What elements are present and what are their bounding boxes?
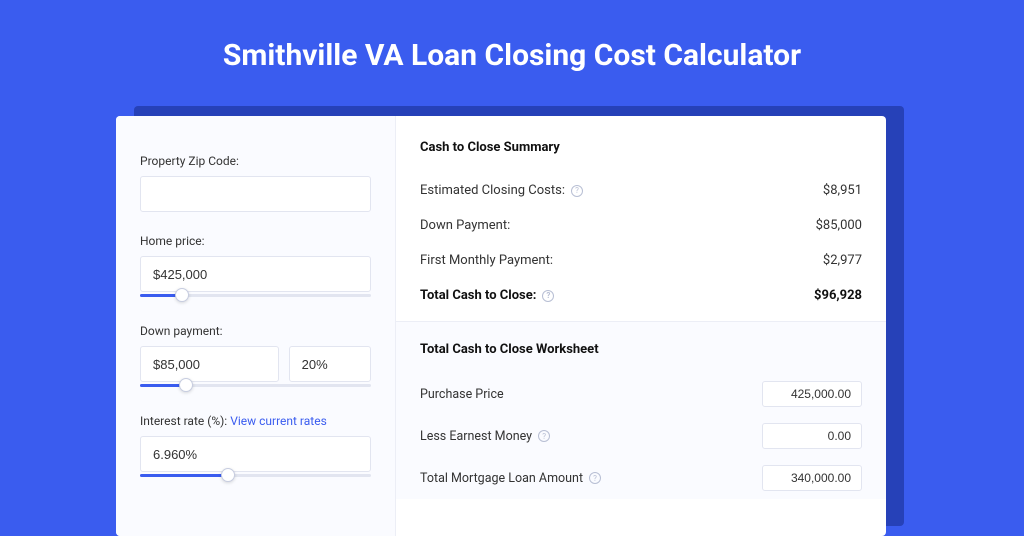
worksheet-row-label: Total Mortgage Loan Amount? — [420, 471, 601, 486]
help-icon[interactable]: ? — [542, 290, 554, 302]
down-payment-label: Down payment: — [140, 324, 371, 338]
summary-row-value: $85,000 — [816, 218, 862, 233]
calculator-card: Property Zip Code: Home price: Down paym… — [116, 116, 886, 536]
interest-input[interactable] — [140, 436, 371, 472]
worksheet-value-input[interactable] — [762, 381, 862, 407]
down-payment-slider[interactable] — [140, 380, 371, 392]
worksheet-label-text: Total Mortgage Loan Amount — [420, 471, 583, 486]
summary-label-text: Total Cash to Close: — [420, 288, 536, 303]
summary-row: Total Cash to Close:? $96,928 — [420, 278, 862, 313]
worksheet-value-input[interactable] — [762, 465, 862, 491]
worksheet-row-label: Purchase Price — [420, 387, 504, 402]
worksheet-section: Total Cash to Close Worksheet Purchase P… — [396, 322, 886, 499]
summary-row-label: First Monthly Payment: — [420, 253, 553, 268]
interest-field: Interest rate (%): View current rates — [140, 414, 371, 482]
worksheet-row: Total Mortgage Loan Amount? — [420, 457, 862, 499]
home-price-label: Home price: — [140, 234, 371, 248]
down-payment-input[interactable] — [140, 346, 279, 382]
worksheet-row: Less Earnest Money? — [420, 415, 862, 457]
interest-label-text: Interest rate (%): — [140, 414, 227, 428]
view-rates-link[interactable]: View current rates — [230, 414, 327, 428]
summary-title: Cash to Close Summary — [420, 140, 862, 155]
worksheet-title: Total Cash to Close Worksheet — [420, 342, 862, 357]
worksheet-row: Purchase Price — [420, 373, 862, 415]
summary-row: Estimated Closing Costs:? $8,951 — [420, 173, 862, 208]
summary-row-value: $2,977 — [823, 253, 862, 268]
slider-thumb[interactable] — [221, 468, 235, 482]
home-price-input[interactable] — [140, 256, 371, 292]
help-icon[interactable]: ? — [589, 472, 601, 484]
worksheet-row-label: Less Earnest Money? — [420, 429, 550, 444]
summary-label-text: Estimated Closing Costs: — [420, 183, 565, 198]
inputs-panel: Property Zip Code: Home price: Down paym… — [116, 116, 396, 536]
down-payment-pct-input[interactable] — [289, 346, 371, 382]
worksheet-label-text: Less Earnest Money — [420, 429, 532, 444]
summary-row-label: Total Cash to Close:? — [420, 288, 554, 303]
summary-row-value: $8,951 — [823, 183, 862, 198]
zip-field: Property Zip Code: — [140, 154, 371, 212]
summary-row-value: $96,928 — [814, 288, 862, 303]
interest-slider[interactable] — [140, 470, 371, 482]
summary-label-text: Down Payment: — [420, 218, 510, 233]
home-price-slider[interactable] — [140, 290, 371, 302]
interest-label: Interest rate (%): View current rates — [140, 414, 371, 428]
slider-thumb[interactable] — [179, 378, 193, 392]
home-price-field: Home price: — [140, 234, 371, 302]
down-payment-field: Down payment: — [140, 324, 371, 392]
worksheet-label-text: Purchase Price — [420, 387, 504, 402]
zip-label: Property Zip Code: — [140, 154, 371, 168]
summary-label-text: First Monthly Payment: — [420, 253, 553, 268]
summary-row: First Monthly Payment: $2,977 — [420, 243, 862, 278]
slider-fill — [140, 474, 228, 477]
zip-input[interactable] — [140, 176, 371, 212]
summary-row-label: Down Payment: — [420, 218, 510, 233]
help-icon[interactable]: ? — [571, 185, 583, 197]
slider-thumb[interactable] — [175, 288, 189, 302]
page-title: Smithville VA Loan Closing Cost Calculat… — [0, 0, 1024, 101]
help-icon[interactable]: ? — [538, 430, 550, 442]
summary-row-label: Estimated Closing Costs:? — [420, 183, 583, 198]
results-panel: Cash to Close Summary Estimated Closing … — [396, 116, 886, 536]
worksheet-value-input[interactable] — [762, 423, 862, 449]
summary-row: Down Payment: $85,000 — [420, 208, 862, 243]
